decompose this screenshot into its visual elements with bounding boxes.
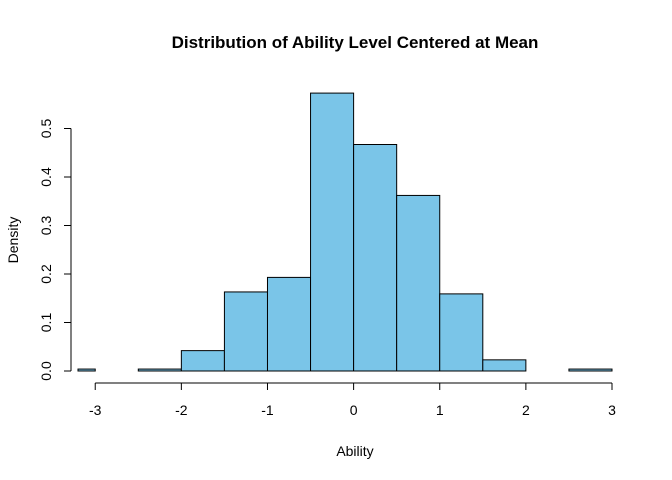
y-tick-label: 0.0 — [38, 361, 54, 381]
x-axis-label: Ability — [336, 443, 373, 459]
histogram-bar — [223, 291, 268, 372]
x-tick-label: 2 — [522, 402, 530, 418]
histogram-bar — [439, 293, 484, 372]
histogram-bar — [137, 368, 182, 372]
x-tick-label: 0 — [350, 402, 358, 418]
x-tick-label: -3 — [89, 402, 102, 418]
histogram-bar — [482, 359, 527, 372]
x-tick-label: 3 — [608, 402, 616, 418]
x-tick-label: 1 — [436, 402, 444, 418]
y-axis-label: Density — [5, 217, 21, 264]
histogram-bar — [353, 144, 398, 372]
histogram-bar — [568, 368, 613, 372]
y-tick-label: 0.2 — [38, 264, 54, 284]
histogram-bar — [266, 276, 312, 372]
chart-title: Distribution of Ability Level Centered a… — [172, 33, 539, 52]
y-axis: 0.0 0.1 0.2 0.3 0.4 0.5 — [38, 119, 72, 381]
bars-group — [77, 92, 613, 372]
histogram-bar — [77, 368, 96, 372]
y-tick-label: 0.5 — [38, 119, 54, 139]
y-tick-label: 0.3 — [38, 216, 54, 236]
y-tick-label: 0.1 — [38, 313, 54, 333]
x-axis: -3 -2 -1 0 1 2 3 — [89, 382, 616, 418]
histogram-bar — [396, 194, 441, 372]
x-tick-label: -1 — [261, 402, 274, 418]
histogram-bar — [310, 92, 355, 372]
x-tick-label: -2 — [175, 402, 188, 418]
histogram-bar — [180, 350, 225, 372]
y-tick-label: 0.4 — [38, 167, 54, 187]
